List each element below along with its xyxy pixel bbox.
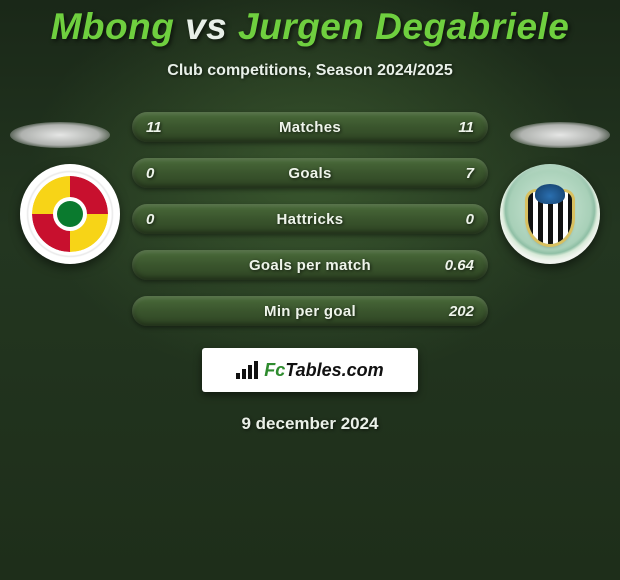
player-right-shadow	[510, 122, 610, 148]
chart-bars-icon	[236, 361, 258, 379]
player-left-name: Mbong	[51, 6, 175, 47]
stat-bars: 11 Matches 11 0 Goals 7 0 Hattricks 0 Go…	[132, 112, 488, 342]
stat-right-value: 0.64	[445, 257, 474, 274]
stat-right-value: 11	[458, 119, 474, 136]
brand-prefix: Fc	[264, 360, 285, 380]
club-crest-right	[500, 164, 600, 264]
brand-box: FcTables.com	[202, 348, 418, 392]
comparison-stage: 11 Matches 11 0 Goals 7 0 Hattricks 0 Go…	[0, 102, 620, 342]
generated-date: 9 december 2024	[0, 414, 620, 434]
subtitle: Club competitions, Season 2024/2025	[0, 62, 620, 80]
vs-text: vs	[185, 6, 227, 47]
comparison-title: Mbong vs Jurgen Degabriele	[0, 0, 620, 48]
stat-left-value: 0	[146, 211, 154, 228]
stat-right-value: 202	[449, 303, 474, 320]
brand-text: FcTables.com	[264, 360, 383, 381]
stat-row-matches: 11 Matches 11	[132, 112, 488, 142]
stat-row-goals: 0 Goals 7	[132, 158, 488, 188]
brand-suffix: Tables.com	[285, 360, 383, 380]
stat-right-value: 7	[466, 165, 474, 182]
stat-right-value: 0	[466, 211, 474, 228]
stat-label: Goals	[288, 165, 331, 182]
stat-label: Matches	[279, 119, 341, 136]
stat-row-hattricks: 0 Hattricks 0	[132, 204, 488, 234]
player-left-shadow	[10, 122, 110, 148]
stat-label: Goals per match	[249, 257, 371, 274]
stat-label: Hattricks	[277, 211, 344, 228]
club-crest-left	[20, 164, 120, 264]
stat-row-goals-per-match: Goals per match 0.64	[132, 250, 488, 280]
stat-left-value: 11	[146, 119, 162, 136]
stat-left-value: 0	[146, 165, 154, 182]
player-right-name: Jurgen Degabriele	[238, 6, 569, 47]
stat-row-min-per-goal: Min per goal 202	[132, 296, 488, 326]
stat-label: Min per goal	[264, 303, 356, 320]
